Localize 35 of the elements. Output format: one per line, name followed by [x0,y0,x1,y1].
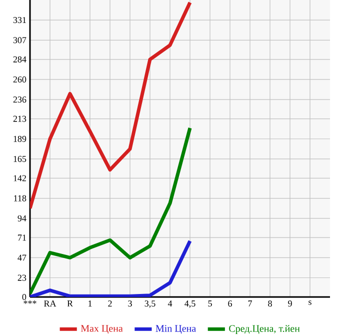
x-tick-label: 4,5 [184,300,196,308]
x-tick-label: 6 [228,300,232,307]
x-tick-label: 3,5 [144,300,156,308]
line-series [30,126,192,296]
x-tick-label: 1 [88,300,92,306]
x-tick-label: R [67,300,73,306]
y-tick-label: 142 [14,175,26,182]
y-tick-label: 260 [13,76,26,83]
x-tick-label: 2 [108,300,112,306]
y-tick-label: 236 [13,96,26,103]
y-tick-label: 23 [18,274,26,281]
x-tick-label: *** [24,300,36,304]
x-tick-label: 9 [288,300,292,307]
legend-label: Сред.Цена, т.йен [229,324,300,334]
x-tick-label: 3 [128,300,132,307]
x-tick-label: s [308,300,312,305]
y-tick-label: 47 [18,254,26,261]
y-tick-label: 284 [13,56,26,62]
legend-label: Max Цена [80,325,123,334]
x-tick-label: RA [44,300,56,306]
x-tick-label: 4 [168,300,172,306]
x-tick-label: 7 [248,300,252,306]
y-tick-label: 307 [13,37,26,44]
y-tick-label: 0 [22,294,26,300]
line-series [30,0,192,210]
y-tick-label: 165 [14,156,26,162]
y-tick-label: 331 [13,17,26,24]
x-tick-label: 5 [208,300,212,307]
y-tick-label: 71 [18,234,26,241]
y-tick-label: 94 [18,215,26,222]
y-tick-label: 189 [14,136,26,142]
y-tick-label: 213 [13,116,26,122]
x-tick-label: 8 [268,300,272,307]
legend-label: Min Цена [156,325,196,334]
y-tick-label: 118 [14,195,26,202]
